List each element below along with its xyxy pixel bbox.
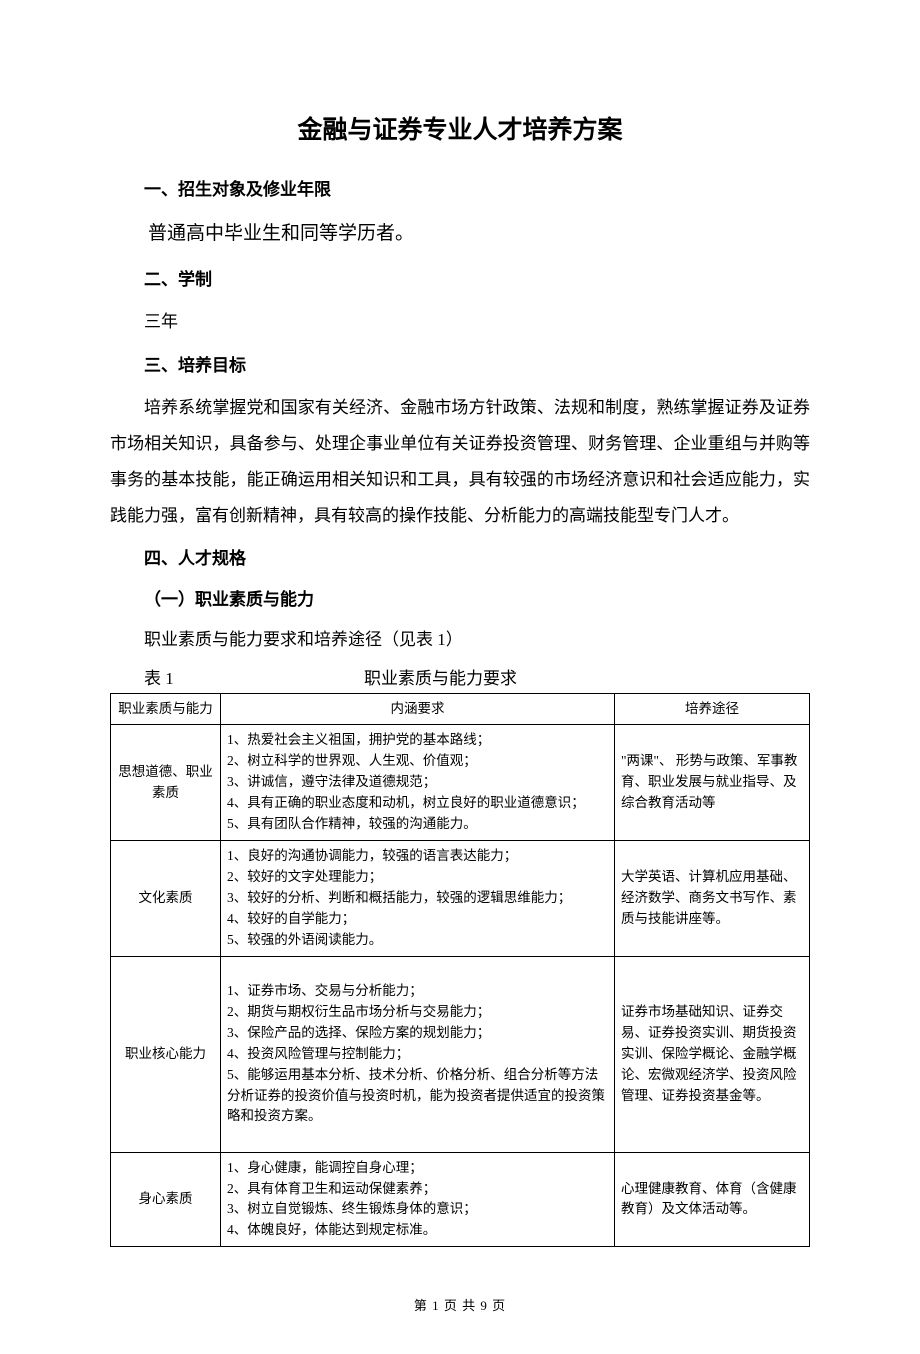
table-row: 身心素质1、身心健康，能调控自身心理；2、具有体育卫生和运动保健素养；3、树立自…	[111, 1152, 810, 1247]
footer-mid: 页 共	[444, 1298, 476, 1313]
list-item: 2、较好的文字处理能力；	[227, 867, 608, 888]
list-item: 3、保险产品的选择、保险方案的规划能力；	[227, 1023, 608, 1044]
cell-content: 1、证券市场、交易与分析能力；2、期货与期权衍生品市场分析与交易能力；3、保险产…	[221, 956, 615, 1152]
list-item: 4、投资风险管理与控制能力；	[227, 1044, 608, 1065]
list-item: 1、热爱社会主义祖国，拥护党的基本路线；	[227, 730, 608, 751]
list-item: 5、具有团队合作精神，较强的沟通能力。	[227, 814, 608, 835]
footer-page: 1	[432, 1298, 440, 1313]
list-item: 3、较好的分析、判断和概括能力，较强的逻辑思维能力；	[227, 888, 608, 909]
cell-ability: 思想道德、职业素质	[111, 725, 221, 841]
cell-ability: 身心素质	[111, 1152, 221, 1247]
cell-path: 证券市场基础知识、证券交易、证券投资实训、期货投资实训、保险学概论、金融学概论、…	[615, 956, 810, 1152]
list-item: 2、树立科学的世界观、人生观、价值观；	[227, 751, 608, 772]
list-item: 3、树立自觉锻炼、终生锻炼身体的意识；	[227, 1199, 608, 1220]
cell-content: 1、热爱社会主义祖国，拥护党的基本路线；2、树立科学的世界观、人生观、价值观；3…	[221, 725, 615, 841]
section-3-head: 三、培养目标	[110, 350, 810, 382]
document-page: { "title": "金融与证券专业人才培养方案", "sections": …	[0, 0, 920, 1354]
list-item: 5、能够运用基本分析、技术分析、价格分析、组合分析等方法分析证券的投资价值与投资…	[227, 1065, 608, 1128]
table-header-row: 职业素质与能力 内涵要求 培养途径	[111, 693, 810, 725]
list-item: 2、具有体育卫生和运动保健素养；	[227, 1179, 608, 1200]
th-content: 内涵要求	[221, 693, 615, 725]
list-item: 4、较好的自学能力；	[227, 909, 608, 930]
requirements-table: 职业素质与能力 内涵要求 培养途径 思想道德、职业素质1、热爱社会主义祖国，拥护…	[110, 693, 810, 1248]
cell-content: 1、良好的沟通协调能力，较强的语言表达能力；2、较好的文字处理能力；3、较好的分…	[221, 841, 615, 957]
page-footer: 第 1 页 共 9 页	[110, 1295, 810, 1314]
cell-path: 大学英语、计算机应用基础、经济数学、商务文书写作、素质与技能讲座等。	[615, 841, 810, 957]
footer-suffix: 页	[492, 1298, 506, 1313]
list-item: 3、讲诚信，遵守法律及道德规范；	[227, 772, 608, 793]
section-2-body: 三年	[110, 304, 810, 340]
table-label-center: 职业素质与能力要求	[320, 664, 810, 689]
list-item: 4、体魄良好，体能达到规定标准。	[227, 1220, 608, 1241]
document-title: 金融与证券专业人才培养方案	[110, 110, 810, 146]
th-ability: 职业素质与能力	[111, 693, 221, 725]
footer-total: 9	[480, 1298, 488, 1313]
section-1-body: 普通高中毕业生和同等学历者。	[110, 214, 810, 254]
table-row: 思想道德、职业素质1、热爱社会主义祖国，拥护党的基本路线；2、树立科学的世界观、…	[111, 725, 810, 841]
section-4-head: 四、人才规格	[110, 543, 810, 575]
list-item: 4、具有正确的职业态度和动机，树立良好的职业道德意识；	[227, 793, 608, 814]
th-path: 培养途径	[615, 693, 810, 725]
table-label-row: 表 1 职业素质与能力要求	[110, 664, 810, 689]
table-label-left: 表 1	[110, 664, 320, 689]
cell-path: 心理健康教育、体育（含健康教育）及文体活动等。	[615, 1152, 810, 1247]
list-item: 2、期货与期权衍生品市场分析与交易能力；	[227, 1002, 608, 1023]
section-1-head: 一、招生对象及修业年限	[110, 174, 810, 206]
list-item: 1、良好的沟通协调能力，较强的语言表达能力；	[227, 846, 608, 867]
footer-prefix: 第	[414, 1298, 428, 1313]
section-3-body: 培养系统掌握党和国家有关经济、金融市场方针政策、法规和制度，熟练掌握证券及证券市…	[110, 390, 810, 533]
cell-ability: 文化素质	[111, 841, 221, 957]
cell-path: "两课"、 形势与政策、军事教育、职业发展与就业指导、及综合教育活动等	[615, 725, 810, 841]
list-item: 1、证券市场、交易与分析能力；	[227, 981, 608, 1002]
cell-content: 1、身心健康，能调控自身心理；2、具有体育卫生和运动保健素养；3、树立自觉锻炼、…	[221, 1152, 615, 1247]
section-2-head: 二、学制	[110, 264, 810, 296]
list-item: 5、较强的外语阅读能力。	[227, 930, 608, 951]
table-caption: 职业素质与能力要求和培养途径（见表 1）	[110, 622, 810, 658]
cell-ability: 职业核心能力	[111, 956, 221, 1152]
section-4-sub1: （一）职业素质与能力	[110, 584, 810, 616]
list-item: 1、身心健康，能调控自身心理；	[227, 1158, 608, 1179]
table-row: 职业核心能力1、证券市场、交易与分析能力；2、期货与期权衍生品市场分析与交易能力…	[111, 956, 810, 1152]
table-row: 文化素质1、良好的沟通协调能力，较强的语言表达能力；2、较好的文字处理能力；3、…	[111, 841, 810, 957]
